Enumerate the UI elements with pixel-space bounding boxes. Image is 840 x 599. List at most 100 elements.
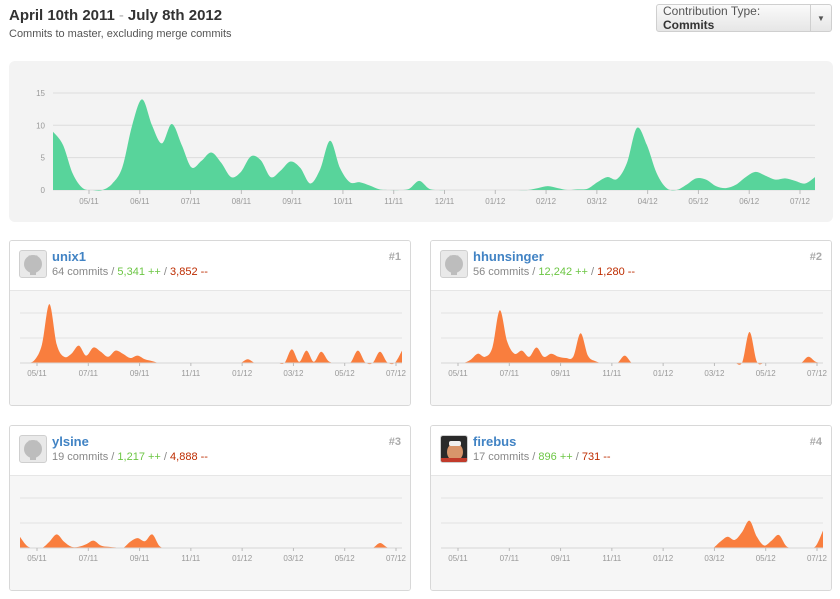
contributor-commits-area (20, 534, 402, 549)
page-title: April 10th 2011- July 8th 2012 (9, 7, 222, 24)
x-tick-label: 02/12 (536, 197, 557, 206)
x-tick-label: 03/12 (587, 197, 608, 206)
contribution-type-prefix: Contribution Type: (663, 4, 761, 18)
additions-count: 896 ++ (538, 451, 573, 463)
contributor-card-2: hhunsinger 56 commits / 12,242 ++ / 1,28… (430, 240, 832, 406)
contributor-chart: 05/11 07/11 09/11 11/11 01/12 03/12 05/12 07/12 (10, 291, 410, 405)
octocat-icon (24, 255, 42, 275)
contributor-name[interactable]: hhunsinger (473, 249, 544, 264)
contributor-card-header: hhunsinger 56 commits / 12,242 ++ / 1,28… (431, 241, 831, 291)
contributor-commits-area (441, 310, 823, 365)
x-tick-label: 03/12 (283, 369, 304, 378)
avatar[interactable] (440, 435, 468, 463)
commit-count: 19 commits (52, 451, 109, 463)
contributor-card-header: firebus 17 commits / 896 ++ / 731 -- #4 (431, 426, 831, 476)
contributor-stats: 64 commits / 5,341 ++ / 3,852 -- (52, 266, 208, 278)
contributor-chart: 05/11 07/11 09/11 11/11 01/12 03/12 05/12 07/12 (10, 476, 410, 590)
x-tick-label: 07/12 (807, 369, 828, 378)
contributor-commits-area (441, 520, 823, 549)
contributor-rank: #3 (388, 436, 401, 448)
contribution-type-dropdown[interactable]: Contribution Type: Commits ▼ (656, 4, 832, 32)
octocat-icon (445, 255, 463, 275)
x-tick-label: 01/12 (485, 197, 506, 206)
contributor-chart-svg: 05/11 07/11 09/11 11/11 01/12 03/12 05/12 07/12 (441, 497, 828, 563)
x-tick-label: 12/11 (435, 197, 455, 206)
x-tick-label: 06/12 (739, 197, 760, 206)
x-tick-label: 07/12 (807, 554, 828, 563)
x-tick-label: 05/11 (79, 197, 99, 206)
user-photo-icon (441, 436, 467, 462)
contributor-name[interactable]: ylsine (52, 434, 89, 449)
contributor-chart: 05/11 07/11 09/11 11/11 01/12 03/12 05/12 07/12 (431, 291, 831, 405)
deletions-count: 1,280 -- (597, 266, 636, 278)
contribution-type-label: Contribution Type: Commits (657, 4, 810, 32)
y-tick-label: 15 (36, 89, 45, 98)
page-subtitle: Commits to master, excluding merge commi… (9, 28, 232, 40)
contribution-type-value: Commits (663, 18, 715, 32)
y-tick-label: 0 (41, 186, 46, 195)
commit-count: 17 commits (473, 451, 530, 463)
x-tick-label: 01/12 (653, 554, 674, 563)
x-tick-label: 07/11 (79, 369, 99, 378)
contributor-stats: 17 commits / 896 ++ / 731 -- (473, 451, 611, 463)
x-tick-label: 05/12 (335, 554, 356, 563)
contributor-chart-svg: 05/11 07/11 09/11 11/11 01/12 03/12 05/12 07/12 (20, 497, 407, 563)
contributor-name[interactable]: unix1 (52, 249, 86, 264)
date-end: July 8th 2012 (127, 7, 223, 24)
x-tick-label: 10/11 (333, 197, 353, 206)
x-tick-label: 01/12 (232, 369, 253, 378)
deletions-count: 4,888 -- (170, 451, 208, 463)
contributor-name[interactable]: firebus (473, 434, 517, 449)
x-tick-label: 05/11 (448, 369, 468, 378)
x-tick-label: 07/11 (181, 197, 201, 206)
contributor-chart-svg: 05/11 07/11 09/11 11/11 01/12 03/12 05/12 07/12 (441, 310, 828, 378)
avatar[interactable] (19, 435, 47, 463)
octocat-icon (24, 440, 42, 460)
x-tick-label: 11/11 (384, 197, 403, 206)
main-commits-chart: 0 5 10 15 05/11 06/11 07/11 08/11 09/11 10/11 11/1… (9, 61, 833, 222)
contributor-stats: 56 commits / 12,242 ++ / 1,280 -- (473, 266, 636, 278)
contributor-rank: #1 (388, 251, 401, 263)
x-tick-label: 05/12 (756, 369, 777, 378)
contributor-chart-svg: 05/11 07/11 09/11 11/11 01/12 03/12 05/12 07/12 (20, 304, 407, 378)
x-tick-label: 03/12 (283, 554, 304, 563)
x-tick-label: 09/11 (130, 369, 150, 378)
x-tick-label: 07/12 (386, 554, 407, 563)
contributor-rank: #2 (809, 251, 822, 263)
additions-count: 12,242 ++ (538, 266, 588, 278)
x-tick-label: 11/11 (602, 369, 621, 378)
x-tick-label: 05/12 (756, 554, 777, 563)
x-tick-label: 08/11 (232, 197, 252, 206)
additions-count: 1,217 ++ (117, 451, 161, 463)
contributor-card-1: unix1 64 commits / 5,341 ++ / 3,852 -- #… (9, 240, 411, 406)
x-tick-label: 01/12 (232, 554, 253, 563)
x-tick-label: 09/11 (130, 554, 150, 563)
x-tick-label: 05/12 (688, 197, 709, 206)
contributor-stats: 19 commits / 1,217 ++ / 4,888 -- (52, 451, 208, 463)
x-tick-label: 09/11 (282, 197, 302, 206)
x-tick-label: 11/11 (181, 369, 200, 378)
x-tick-label: 07/11 (79, 554, 99, 563)
x-tick-label: 07/11 (500, 554, 520, 563)
x-tick-label: 07/12 (790, 197, 811, 206)
x-tick-label: 11/11 (602, 554, 621, 563)
main-chart-svg: 0 5 10 15 05/11 06/11 07/11 08/11 09/11 10/11 11/1… (36, 89, 815, 206)
x-tick-label: 05/12 (335, 369, 356, 378)
date-start: April 10th 2011 (9, 7, 115, 24)
x-tick-label: 05/11 (448, 554, 468, 563)
x-tick-label: 09/11 (551, 554, 571, 563)
x-tick-label: 07/11 (500, 369, 520, 378)
deletions-count: 731 -- (581, 451, 611, 463)
contributor-card-header: unix1 64 commits / 5,341 ++ / 3,852 -- #… (10, 241, 410, 291)
commit-count: 56 commits (473, 266, 530, 278)
contributor-chart: 05/11 07/11 09/11 11/11 01/12 03/12 05/12 07/12 (431, 476, 831, 590)
x-tick-label: 09/11 (551, 369, 571, 378)
avatar[interactable] (19, 250, 47, 278)
additions-count: 5,341 ++ (117, 266, 161, 278)
contributor-card-3: ylsine 19 commits / 1,217 ++ / 4,888 -- … (9, 425, 411, 591)
y-tick-label: 10 (36, 121, 45, 130)
caret-down-icon[interactable]: ▼ (810, 5, 831, 31)
x-tick-label: 01/12 (653, 369, 674, 378)
avatar[interactable] (440, 250, 468, 278)
x-tick-label: 04/12 (638, 197, 659, 206)
